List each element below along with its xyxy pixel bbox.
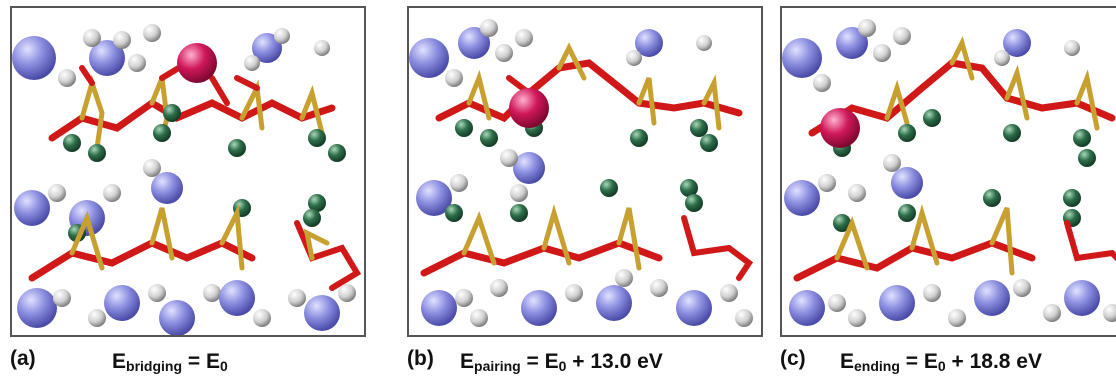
green-atoms-top xyxy=(63,104,346,162)
green-atoms-top xyxy=(833,109,1096,167)
energy-offset: + 13.0 eV xyxy=(566,350,663,373)
caption-letter-b: (b) xyxy=(407,347,434,370)
ammonium-cluster-bottom xyxy=(789,279,1116,327)
green-atoms-top xyxy=(455,119,718,152)
magenta-ion xyxy=(820,108,860,148)
energy-offset: + 18.8 eV xyxy=(945,350,1042,373)
caption-equation-a: Ebridging = E0 xyxy=(112,350,228,374)
phosphate-chain-top xyxy=(435,42,743,131)
magenta-ion xyxy=(509,88,549,128)
energy-symbol: E xyxy=(840,350,855,373)
energy-subscript: bridging xyxy=(126,358,183,374)
magenta-ion xyxy=(177,43,217,83)
caption-equation-b: Epairing = E0 + 13.0 eV xyxy=(460,350,663,374)
caption-letter-a: (a) xyxy=(10,347,36,370)
base-subscript: 0 xyxy=(558,358,567,374)
panel-c-image xyxy=(780,6,1116,337)
ammonium-cluster-bottom xyxy=(421,269,753,327)
middle-cluster xyxy=(416,149,703,222)
base-subscript: 0 xyxy=(219,358,228,374)
equals-sign: = xyxy=(182,350,206,373)
ammonium-cluster-top xyxy=(409,19,712,87)
equals-sign: = xyxy=(899,350,924,373)
energy-subscript: pairing xyxy=(474,358,521,374)
phosphate-chain-bottom xyxy=(793,204,1116,282)
phosphate-chain-bottom xyxy=(28,204,362,291)
equals-sign: = xyxy=(520,350,545,373)
panel-a-molecular-structure xyxy=(12,24,362,335)
panel-b-image xyxy=(407,6,763,337)
energy-subscript: ending xyxy=(854,358,900,374)
energy-symbol: E xyxy=(112,350,127,373)
panel-b-molecular-structure xyxy=(409,19,754,327)
panel-c-molecular-structure xyxy=(782,19,1116,327)
ammonium-cluster-top xyxy=(12,24,330,87)
ammonium-cluster-top xyxy=(782,19,1080,92)
phosphate-chain-top xyxy=(808,36,1116,137)
caption-equation-c: Eending = E0 + 18.8 eV xyxy=(840,350,1042,374)
phosphate-chain-bottom xyxy=(420,204,754,281)
caption-letter-c: (c) xyxy=(780,347,806,370)
ammonium-cluster-bottom xyxy=(17,280,356,335)
energy-symbol: E xyxy=(460,350,475,373)
base-subscript: 0 xyxy=(937,358,946,374)
middle-cluster xyxy=(784,154,1081,232)
base-symbol: E xyxy=(544,350,559,373)
base-symbol: E xyxy=(205,350,220,373)
base-symbol: E xyxy=(923,350,938,373)
panel-a-image xyxy=(10,6,366,337)
middle-cluster xyxy=(14,159,326,242)
